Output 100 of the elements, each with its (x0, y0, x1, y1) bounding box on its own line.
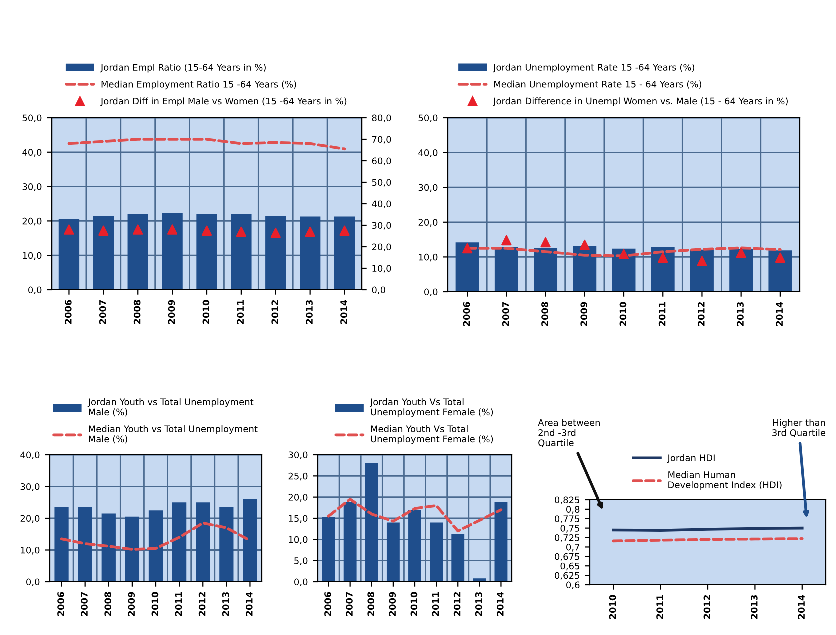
bar (300, 216, 321, 290)
bar (322, 517, 336, 582)
y-tick-label: 0,65 (560, 562, 580, 571)
legend-label: Median Youth vs Total Unemployment Male (%) (89, 425, 258, 444)
x-tick-label: 2009 (128, 592, 136, 616)
x-tick-label: 2010 (410, 592, 418, 616)
bar (125, 516, 140, 582)
x-tick-label: 2012 (704, 596, 711, 620)
legend-label: Jordan HDI (667, 454, 715, 464)
y-tick-label: 30,0 (22, 184, 42, 192)
x-tick-label: 2010 (620, 302, 627, 326)
x-tick-label: 2013 (750, 595, 758, 620)
bar (58, 219, 80, 290)
point (697, 256, 708, 266)
x-tick-label: 2007 (346, 592, 353, 616)
y-tick-label: 5,0 (294, 558, 308, 566)
legend-label: Median Unemployment Rate 15 - 64 Years (%) (494, 80, 702, 90)
bar (266, 216, 286, 290)
y-tick-label: 50,0 (418, 114, 438, 122)
y2-tick-label: 80,0 (372, 114, 392, 122)
x-tick-label: 2011 (237, 300, 244, 324)
x-tick-label: 2014 (798, 595, 806, 620)
y-tick-label: 10,0 (23, 252, 42, 260)
bar (148, 510, 164, 582)
y2-tick-label: 60,0 (372, 158, 392, 166)
y-tick-label: 10,0 (419, 254, 438, 262)
line-series (327, 498, 503, 533)
bar (430, 522, 444, 582)
x-tick-label: 2011 (656, 595, 664, 620)
y-tick-label: 0,675 (555, 553, 580, 562)
bar (408, 510, 422, 582)
bar (730, 249, 754, 292)
point (580, 240, 590, 250)
y-tick-label: 0,6 (566, 582, 580, 590)
x-tick-label: 2009 (168, 300, 176, 324)
y-tick-label: 50,0 (22, 114, 42, 122)
y-tick-label: 15,0 (289, 515, 308, 523)
bar (78, 507, 92, 582)
point (618, 249, 630, 260)
point (540, 237, 551, 248)
y-tick-label: 0,0 (294, 578, 308, 586)
y-tick-label: 10,0 (21, 546, 40, 555)
point (658, 252, 668, 263)
bar (93, 216, 114, 290)
x-tick-label: 2011 (175, 592, 182, 616)
legend-label: Jordan Difference in Unempl Women vs. Male (15 - 64 Years in %) (493, 98, 788, 106)
bar (196, 214, 218, 290)
x-tick-label: 2008 (104, 592, 112, 616)
bar (494, 502, 508, 582)
bar (365, 463, 378, 582)
text: Area between 2nd -3rd Quartile (538, 419, 600, 448)
y-tick-label: 0,725 (555, 534, 580, 542)
bar (344, 502, 357, 582)
y-tick-label: 30,0 (288, 452, 308, 460)
y2-tick-label: 70,0 (372, 136, 392, 144)
y-tick-label: 40,0 (418, 150, 438, 158)
x-tick-label: 2010 (609, 595, 616, 620)
bar (690, 250, 714, 292)
y-tick-label: 0,775 (555, 516, 580, 524)
legend-label: Jordan Unemployment Rate 15 -64 Years (%) (493, 64, 694, 73)
x-tick-label: 2006 (58, 592, 64, 616)
x-tick-label: 2007 (502, 302, 510, 326)
x-tick-label: 2007 (99, 300, 106, 324)
bar (231, 214, 252, 290)
x-tick-label: 2006 (463, 302, 470, 326)
y-tick-label: 20,0 (288, 494, 308, 502)
bar (456, 242, 480, 292)
x-tick-label: 2014 (776, 302, 784, 326)
point (736, 248, 746, 258)
y-tick-label: 20,0 (20, 515, 40, 523)
bar (102, 514, 116, 582)
bar (573, 246, 597, 292)
y2-tick-label: 40,0 (372, 200, 392, 208)
bar (768, 250, 792, 292)
y-tick-label: 30,0 (20, 483, 40, 492)
x-tick-label: 2006 (324, 592, 332, 616)
legend-label: Jordan Empl Ratio (15-64 Years in %) (100, 64, 266, 73)
y-tick-label: 10,0 (289, 536, 308, 544)
y-tick-label: 0,7 (566, 544, 580, 552)
x-tick-label: 2012 (454, 592, 461, 616)
x-tick-label: 2010 (152, 592, 159, 616)
legend-label: Median Employment Ratio 15 -64 Years (%) (102, 80, 296, 90)
bar (452, 534, 465, 582)
point (462, 243, 473, 254)
x-tick-label: 2012 (698, 302, 705, 326)
bar (54, 507, 69, 582)
point (775, 252, 786, 263)
y2-tick-label: 10,0 (372, 265, 392, 273)
bar (334, 216, 356, 290)
y-tick-label: 0,0 (26, 578, 40, 586)
legend-label: Jordan Youth vs Total Unemployment Male (%) (88, 398, 254, 417)
legend-label: Jordan Youth Vs Total Unemployment Female (%) (370, 398, 494, 418)
x-tick-label: 2014 (497, 592, 504, 616)
bar (162, 213, 183, 290)
x-tick-label: 2013 (737, 302, 744, 326)
y2-tick-label: 30,0 (372, 222, 392, 230)
x-tick-label: 2012 (198, 592, 206, 616)
x-tick-label: 2013 (306, 300, 313, 324)
x-tick-label: 2013 (222, 592, 230, 616)
y-tick-label: 20,0 (22, 218, 42, 226)
